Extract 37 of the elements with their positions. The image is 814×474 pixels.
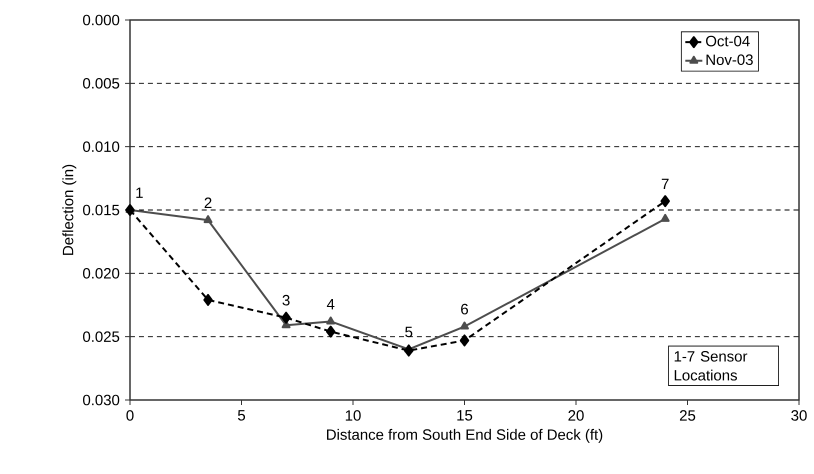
x-tick-label: 25	[680, 410, 696, 421]
y-tick-label: 0.020	[83, 268, 120, 279]
x-tick-label: 5	[238, 410, 246, 421]
annotation: 3	[282, 294, 290, 306]
point	[326, 326, 336, 338]
annotation: 1-7 Sensor Locations	[674, 351, 748, 381]
point	[281, 312, 291, 324]
y-tick-label: 0.010	[83, 141, 120, 152]
point	[404, 344, 414, 357]
x-tick-label: 30	[791, 410, 807, 421]
legend-label: Nov-03	[706, 54, 753, 66]
point	[204, 215, 213, 224]
y-tick-label: 0.005	[83, 78, 120, 89]
legend-label: Oct-04	[706, 36, 750, 46]
x-tick-label: 15	[457, 410, 472, 421]
point	[125, 204, 135, 216]
annotation: 6	[461, 304, 468, 314]
point	[460, 334, 470, 346]
x-tick-label: 0	[126, 410, 134, 421]
y-tick-label: 0.025	[83, 331, 120, 342]
x-axis-title: Distance from South End Side of Deck (ft)	[327, 428, 602, 443]
annotation: 2	[204, 198, 212, 208]
x-tick-label: 20	[568, 410, 584, 421]
point	[326, 316, 336, 324]
point	[203, 294, 213, 306]
y-tick-label: 0.000	[83, 14, 120, 26]
point	[660, 214, 670, 222]
annotation: 4	[326, 299, 334, 310]
annotation: 1	[136, 188, 143, 198]
y-tick-label: 0.030	[83, 394, 120, 406]
annotation: 7	[662, 178, 669, 189]
point	[660, 195, 670, 208]
x-tick-label: 10	[346, 410, 361, 421]
y-axis-title: Deflection (in)	[62, 164, 76, 255]
y-tick-label: 0.015	[83, 204, 120, 216]
annotation: 5	[405, 326, 412, 338]
point	[460, 322, 469, 330]
